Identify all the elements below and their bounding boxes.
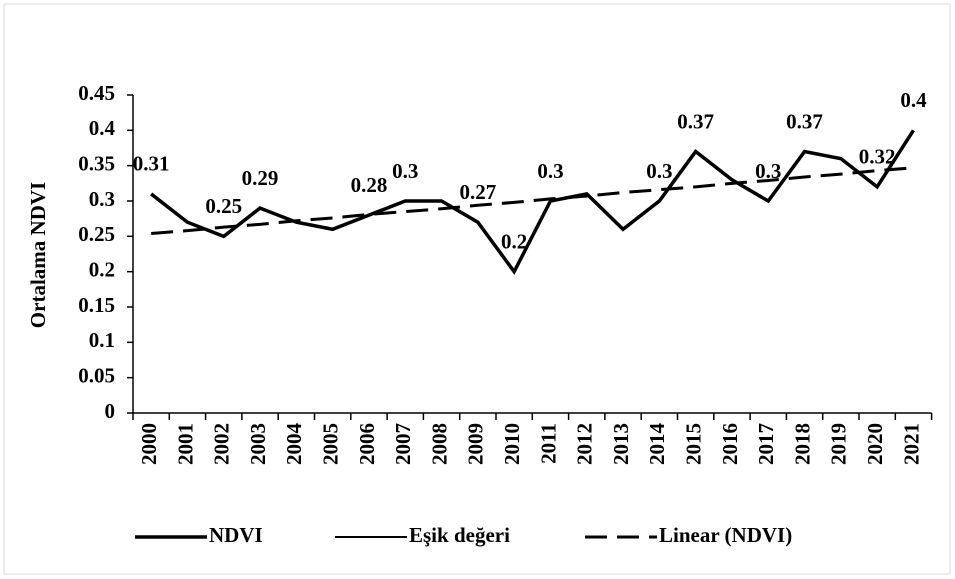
x-tick-label: 2017 [754, 423, 778, 465]
x-tick-label: 2012 [573, 423, 597, 465]
x-tick-label: 2015 [681, 423, 705, 465]
y-tick-label: 0.3 [89, 187, 115, 211]
x-tick-label: 2009 [464, 423, 488, 465]
y-tick-label: 0.45 [78, 81, 115, 105]
data-label: 0.4 [900, 88, 927, 112]
x-tick-label: 2010 [500, 423, 524, 465]
chart-border [3, 3, 951, 575]
x-tick-label: 2011 [536, 423, 560, 464]
x-tick-label: 2001 [173, 423, 197, 465]
data-label: 0.29 [242, 166, 279, 190]
data-label: 0.25 [205, 194, 242, 218]
x-tick-label: 2020 [863, 423, 887, 465]
data-label: 0.3 [646, 159, 672, 183]
y-axis-title: Ortalama NDVI [26, 182, 50, 328]
data-label: 0.37 [677, 109, 714, 133]
data-label: 0.2 [501, 229, 527, 253]
legend-label: NDVI [209, 523, 263, 547]
y-tick-label: 0.15 [78, 293, 115, 317]
line-series [150, 129, 915, 275]
x-tick-label: 2008 [427, 423, 451, 465]
data-label: 0.3 [392, 159, 418, 183]
x-tick-label: 2006 [355, 423, 379, 465]
x-tick-label: 2007 [391, 423, 415, 465]
x-tick-label: 2016 [718, 423, 742, 465]
y-tick-label: 0.05 [78, 363, 115, 387]
data-label: 0.27 [459, 180, 496, 204]
data-label: 0.31 [133, 152, 170, 176]
x-tick-label: 2002 [210, 423, 234, 465]
x-tick-label: 2013 [609, 423, 633, 465]
y-tick-label: 0.4 [89, 116, 116, 140]
legend-label: Eşik değeri [409, 523, 510, 547]
x-tick-label: 2018 [790, 423, 814, 465]
data-label: 0.28 [351, 173, 388, 197]
y-tick-label: 0.25 [78, 222, 115, 246]
legend-label: Linear (NDVI) [659, 523, 792, 547]
x-tick-label: 2000 [137, 423, 161, 465]
y-tick-label: 0.1 [89, 328, 115, 352]
data-label: 0.32 [859, 145, 896, 169]
y-tick-label: 0 [105, 399, 116, 423]
y-tick-label: 0.35 [78, 151, 115, 175]
data-label: 0.37 [786, 109, 823, 133]
x-tick-label: 2014 [645, 423, 669, 466]
x-tick-label: 2005 [318, 423, 342, 465]
data-label: 0.3 [537, 159, 563, 183]
x-tick-label: 2003 [246, 423, 270, 465]
x-tick-label: 2021 [899, 423, 923, 465]
y-tick-label: 0.2 [89, 257, 115, 281]
x-tick-label: 2019 [827, 423, 851, 465]
x-tick-label: 2004 [282, 423, 306, 466]
